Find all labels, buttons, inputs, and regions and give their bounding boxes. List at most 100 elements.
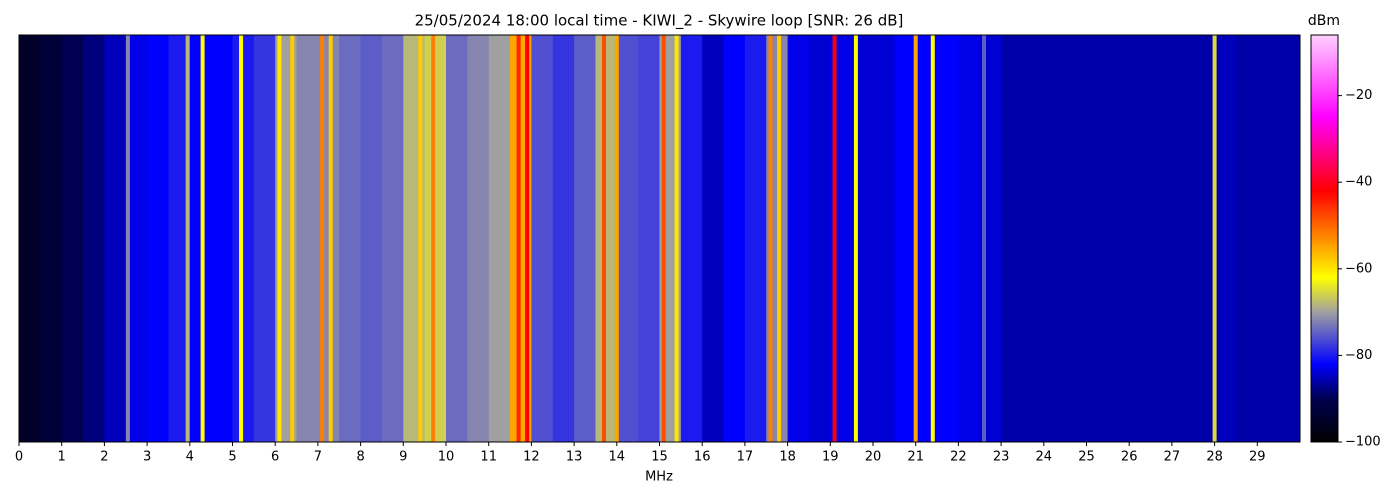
band [723,35,746,442]
band [83,35,105,442]
x-tick-label: 18 [779,450,796,465]
x-tick-label: 29 [1249,450,1266,465]
x-tick-label: 4 [186,450,194,465]
x-tick-label: 28 [1206,450,1223,465]
band [552,35,575,442]
x-tick-label: 14 [609,450,626,465]
signal [525,35,530,442]
signal [185,35,190,442]
band [873,35,895,442]
x-tick-label: 24 [1036,450,1053,465]
band [1214,35,1237,442]
x-tick-label: 0 [15,450,23,465]
signal [674,35,679,442]
band [744,35,767,442]
x-axis-label: MHz [645,470,673,485]
x-tick-label: 9 [399,450,407,465]
colorbar-tick-label: −60 [1345,261,1372,276]
x-tick-label: 13 [566,450,583,465]
band [19,35,41,442]
colorbar-tick-label: −40 [1345,175,1372,190]
x-tick-label: 25 [1078,450,1095,465]
band [1086,35,1109,442]
band [574,35,596,442]
signal [614,35,619,442]
band [424,35,447,442]
signal [277,35,282,442]
signal [930,35,935,442]
band [1171,35,1194,442]
band [125,35,148,442]
band [232,35,255,442]
band [595,35,618,442]
x-tick-label: 6 [271,450,279,465]
chart-title: 25/05/2024 18:00 local time - KIWI_2 - S… [415,12,904,31]
x-tick-label: 15 [651,450,668,465]
signal [661,35,666,442]
x-tick-label: 16 [694,450,711,465]
x-tick-label: 2 [100,450,108,465]
band [40,35,63,442]
signal [601,35,606,442]
x-tick-label: 22 [950,450,967,465]
band [1107,35,1130,442]
band [1129,35,1152,442]
band [211,35,233,442]
band [1257,35,1280,442]
x-tick-label: 7 [314,450,322,465]
band [808,35,831,442]
band [488,35,511,442]
colorbar [1310,34,1339,443]
signal [1212,35,1217,442]
band [1022,35,1045,442]
band [680,35,703,442]
band [616,35,639,442]
x-tick-label: 3 [143,450,151,465]
signal [913,35,918,442]
band [937,35,959,442]
signal [320,35,325,442]
signal [982,35,987,442]
x-tick-label: 12 [523,450,540,465]
colorbar-tick-label: −80 [1345,348,1372,363]
signal [431,35,436,442]
colorbar-tick-label: −20 [1345,88,1372,103]
signal [418,35,423,442]
signal [239,35,244,442]
band [360,35,383,442]
signal [200,35,205,442]
band [1065,35,1087,442]
band [1193,35,1216,442]
band [61,35,84,442]
x-tick-label: 26 [1121,450,1138,465]
signal [832,35,837,442]
x-tick-label: 10 [438,450,455,465]
x-tick-label: 1 [58,450,66,465]
x-tick-label: 23 [993,450,1010,465]
band [531,35,554,442]
x-tick-label: 20 [865,450,882,465]
signal [777,35,782,442]
band [894,35,917,442]
band [168,35,191,442]
band [296,35,319,442]
band [1001,35,1023,442]
band [467,35,490,442]
band [381,35,404,442]
x-tick-label: 27 [1164,450,1181,465]
colorbar-label: dBm [1308,13,1340,29]
band [1150,35,1173,442]
band [1278,35,1301,442]
band [1235,35,1258,442]
x-tick-label: 17 [737,450,754,465]
x-tick-label: 21 [907,450,924,465]
band [253,35,276,442]
band [339,35,362,442]
band [638,35,660,442]
x-tick-label: 5 [228,450,236,465]
x-tick-label: 11 [480,450,497,465]
band [147,35,169,442]
x-tick-label: 19 [822,450,839,465]
signal [125,35,130,442]
